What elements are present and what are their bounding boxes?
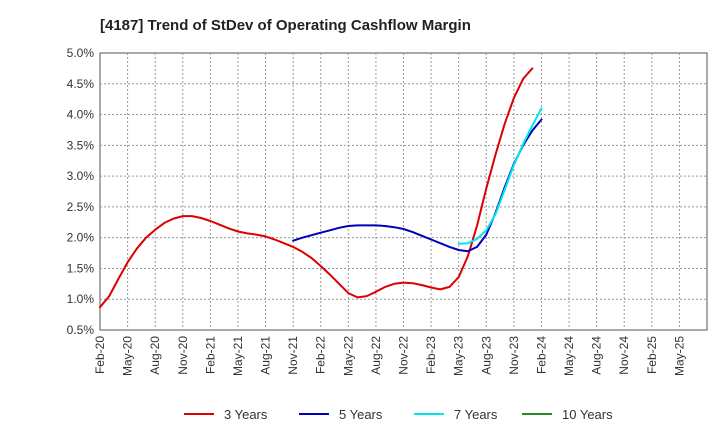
y-tick-label: 3.0% xyxy=(67,169,95,183)
legend-label: 10 Years xyxy=(562,407,613,422)
x-tick-label: Aug-24 xyxy=(590,336,604,375)
x-tick-label: Aug-22 xyxy=(369,336,383,375)
x-tick-label: Aug-20 xyxy=(148,336,162,375)
x-tick-label: Feb-22 xyxy=(314,336,328,374)
y-tick-label: 2.5% xyxy=(67,200,95,214)
x-tick-label: Feb-23 xyxy=(424,336,438,374)
x-tick-label: May-21 xyxy=(231,336,245,376)
x-tick-label: Nov-24 xyxy=(617,336,631,375)
x-tick-label: May-22 xyxy=(341,336,355,376)
x-tick-label: Nov-23 xyxy=(507,336,521,375)
series-line-3 xyxy=(457,107,543,245)
y-tick-label: 0.5% xyxy=(67,323,95,337)
y-tick-label: 4.0% xyxy=(67,108,95,122)
x-tick-label: Nov-22 xyxy=(397,336,411,375)
x-tick-label: Feb-21 xyxy=(203,336,217,374)
x-tick-label: Nov-21 xyxy=(286,336,300,375)
legend: 3 Years 5 Years 7 Years 10 Years xyxy=(184,407,613,422)
y-tick-label: 2.0% xyxy=(67,231,95,245)
legend-label: 7 Years xyxy=(454,407,498,422)
y-tick-label: 4.5% xyxy=(67,77,95,91)
x-tick-label: May-25 xyxy=(672,336,686,376)
y-tick-label: 3.5% xyxy=(67,138,95,152)
x-tick-label: May-23 xyxy=(452,336,466,376)
legend-label: 3 Years xyxy=(224,407,268,422)
legend-label: 5 Years xyxy=(339,407,383,422)
plot-area xyxy=(99,52,708,331)
x-tick-label: Feb-25 xyxy=(645,336,659,374)
series-lines xyxy=(99,67,543,309)
y-tick-label: 5.0% xyxy=(67,46,95,60)
x-tick-label: Feb-20 xyxy=(93,336,107,374)
series-line-1 xyxy=(99,67,534,309)
x-tick-label: Aug-21 xyxy=(259,336,273,375)
x-tick-label: May-20 xyxy=(121,336,135,376)
chart-title: [4187] Trend of StDev of Operating Cashf… xyxy=(100,17,471,34)
y-tick-label: 1.0% xyxy=(67,292,95,306)
x-tick-label: Aug-23 xyxy=(479,336,493,375)
grid-lines xyxy=(100,53,707,330)
y-axis-ticks: 0.5% 1.0% 1.5% 2.0% 2.5% 3.0% 3.5% 4.0% 4.5% 5.0% xyxy=(67,46,95,337)
x-tick-label: May-24 xyxy=(562,336,576,376)
x-tick-label: Feb-24 xyxy=(534,336,548,374)
x-tick-label: Nov-20 xyxy=(176,336,190,375)
x-axis-ticks: Feb-20 May-20 Aug-20 Nov-20 Feb-21 May-21 Aug-… xyxy=(93,336,686,376)
y-tick-label: 1.5% xyxy=(67,261,95,275)
